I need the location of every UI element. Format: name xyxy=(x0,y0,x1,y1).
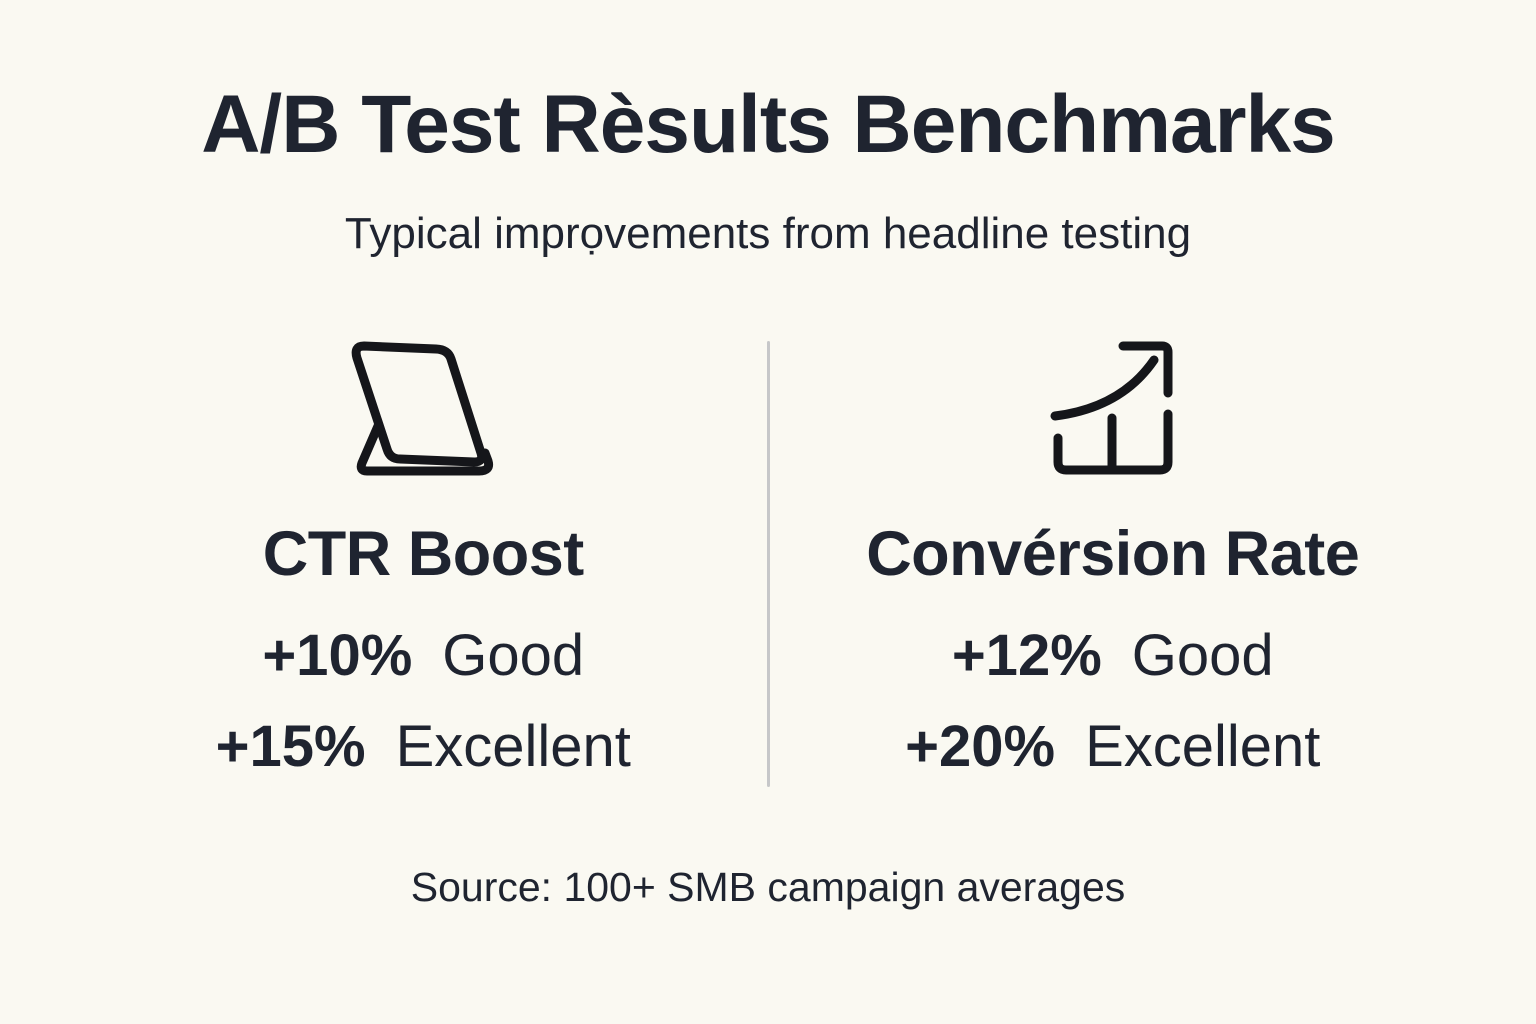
stat-label: Excellent xyxy=(395,714,631,780)
stat-value: +20% xyxy=(905,714,1056,780)
stat-row: +15% Excellent xyxy=(216,712,631,782)
ctr-stats: +10% Good +15% Excellent xyxy=(216,621,631,782)
stat-row: +20% Excellent xyxy=(905,712,1320,782)
column-divider xyxy=(766,341,770,788)
stat-row: +10% Good xyxy=(262,621,584,691)
conversion-rate-column: Convérsion Rate +12% Good +20% Excellent xyxy=(770,341,1457,782)
tablet-stand-icon xyxy=(351,341,494,476)
stat-value: +12% xyxy=(951,622,1102,688)
stat-label: Good xyxy=(1131,622,1274,688)
stat-value: +15% xyxy=(215,714,366,780)
ctr-icon-box xyxy=(348,341,498,477)
stat-value: +10% xyxy=(262,622,413,688)
conversion-icon-box xyxy=(1050,341,1175,477)
conversion-stats: +12% Good +20% Excellent xyxy=(905,621,1320,782)
ctr-boost-column: CTR Boost +10% Good +15% Excellent xyxy=(80,341,767,782)
stat-label: Good xyxy=(442,622,585,688)
growth-chart-icon xyxy=(1050,341,1173,475)
column-heading-ctr: CTR Boost xyxy=(262,519,584,590)
stat-row: +12% Good xyxy=(952,621,1274,691)
column-heading-conversion: Convérsion Rate xyxy=(866,519,1360,590)
stat-label: Excellent xyxy=(1085,714,1321,780)
page-title: A/B Test Rèsults Benchmarks xyxy=(201,79,1336,170)
page-subtitle: Typical imprọvements from headline testi… xyxy=(344,209,1192,259)
source-note: Source: 100+ SMB campaign averages xyxy=(410,864,1126,911)
benchmark-columns: CTR Boost +10% Good +15% Excellent xyxy=(0,341,1536,788)
